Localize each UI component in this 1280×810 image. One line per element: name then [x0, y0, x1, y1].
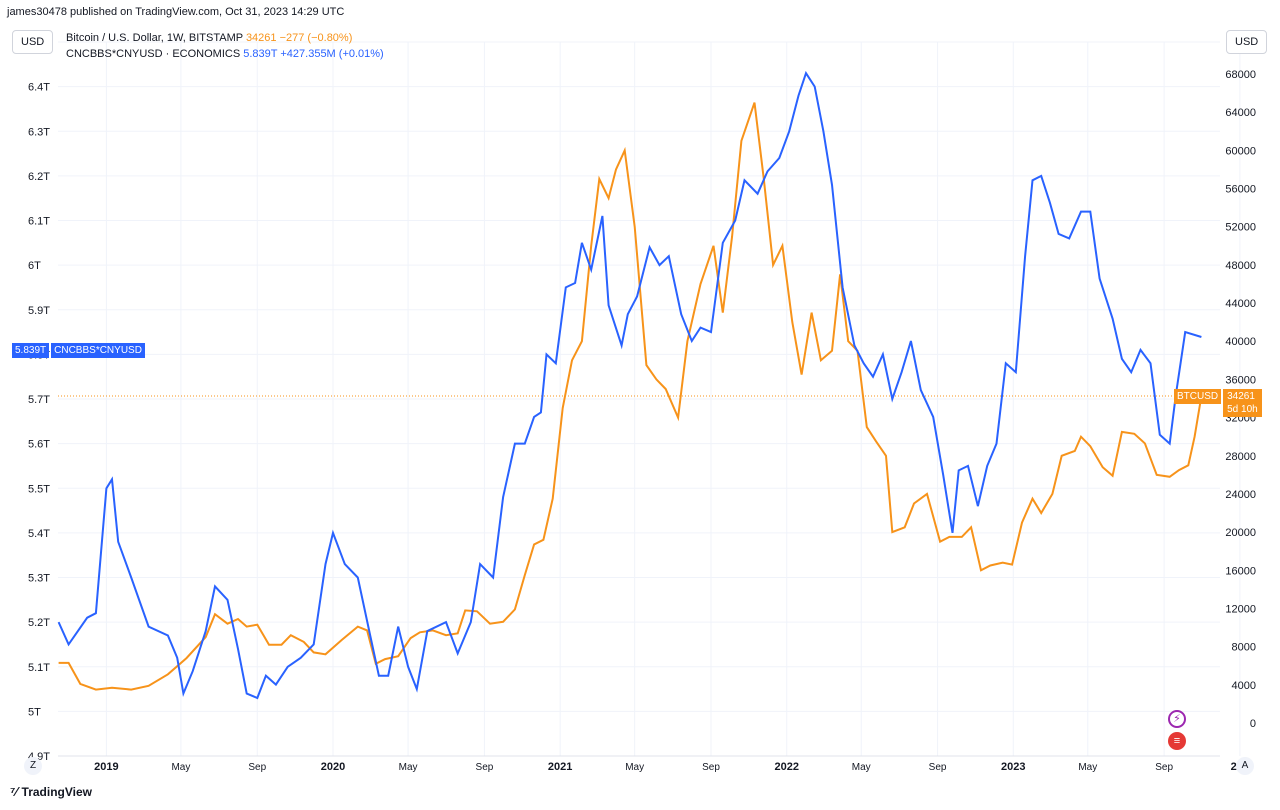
tradingview-logo-icon: ⁷⁄	[10, 784, 18, 799]
right-tick-label: 52000	[1225, 222, 1256, 234]
time-axis[interactable]: 2019 May Sep 2020 May Sep 2021 May Sep 2022 May Sep…	[58, 755, 1249, 773]
left-tick-label: 5.9T	[28, 305, 50, 317]
right-tick-label: 4000	[1232, 680, 1256, 692]
time-tick-label: Sep	[476, 762, 494, 773]
lightning-icon[interactable]: ⚡	[1168, 710, 1186, 728]
legend-btc-change: −277 (−0.80%)	[279, 32, 353, 44]
us-flag-icon[interactable]: ≡	[1168, 732, 1186, 750]
grid-lines	[58, 41, 1241, 757]
legend-cn-change: +427.355M (+0.01%)	[280, 48, 384, 60]
right-tick-label: 44000	[1225, 298, 1256, 310]
cncbbs-series-line[interactable]	[57, 70, 1202, 700]
left-tick-label: 6.3T	[28, 126, 50, 138]
right-tick-label: 8000	[1232, 642, 1256, 654]
cn-scale-label: 5.839T CNCBBS*CNYUSD	[12, 343, 145, 358]
time-tick-label: May	[171, 762, 190, 773]
cn-scale-name: CNCBBS*CNYUSD	[51, 343, 145, 358]
auto-scale-button[interactable]: A	[1236, 757, 1254, 775]
right-tick-label: 68000	[1225, 69, 1256, 81]
btc-scale-price: 34261	[1227, 391, 1255, 402]
chart-canvas[interactable]: 4.9T5T5.1T5.2T5.3T5.4T5.5T5.6T5.7T5.8T5.…	[0, 22, 1280, 810]
right-tick-label: 28000	[1225, 451, 1256, 463]
left-tick-label: 6T	[28, 260, 41, 272]
time-tick-label: Sep	[702, 762, 720, 773]
time-tick-label: 2020	[321, 761, 345, 773]
right-tick-label: 0	[1250, 718, 1256, 730]
right-currency-button[interactable]: USD	[1226, 30, 1268, 54]
publish-info: james30478 published on TradingView.com,…	[7, 6, 345, 18]
time-tick-label: May	[1078, 762, 1097, 773]
left-currency-button[interactable]: USD	[12, 30, 54, 54]
btc-scale-box: 34261 5d 10h	[1223, 389, 1262, 417]
legend-btc-title: Bitcoin / U.S. Dollar, 1W, BITSTAMP	[66, 32, 243, 44]
right-tick-label: 16000	[1225, 565, 1256, 577]
left-tick-label: 5T	[28, 706, 41, 718]
left-tick-label: 5.6T	[28, 439, 50, 451]
footer-brand[interactable]: ⁷⁄ TradingView	[10, 784, 92, 799]
right-tick-label: 64000	[1225, 107, 1256, 119]
btc-scale-label: BTCUSD 34261 5d 10h	[1174, 389, 1262, 417]
left-tick-label: 5.1T	[28, 662, 50, 674]
left-tick-label: 5.2T	[28, 617, 50, 629]
right-tick-label: 56000	[1225, 184, 1256, 196]
legend-btc-row[interactable]: Bitcoin / U.S. Dollar, 1W, BITSTAMP 3426…	[66, 30, 384, 46]
time-tick-label: Sep	[929, 762, 947, 773]
left-tick-label: 5.5T	[28, 483, 50, 495]
time-tick-label: 2022	[774, 761, 798, 773]
cn-scale-value: 5.839T	[12, 343, 50, 358]
btc-scale-countdown: 5d 10h	[1227, 404, 1258, 415]
btc-series-line[interactable]	[58, 102, 1203, 691]
left-tick-label: 6.4T	[28, 82, 50, 94]
time-tick-label: May	[399, 762, 418, 773]
time-tick-label: May	[852, 762, 871, 773]
legend-btc-price: 34261	[245, 32, 277, 44]
right-tick-label: 36000	[1225, 374, 1256, 386]
legend-cn-row[interactable]: CNCBBS*CNYUSD · ECONOMICS 5.839T +427.35…	[66, 46, 384, 62]
time-tick-label: Sep	[1155, 762, 1173, 773]
legend-cn-title: CNCBBS*CNYUSD · ECONOMICS	[66, 48, 241, 60]
time-tick-label: 2021	[548, 761, 572, 773]
left-tick-label: 5.7T	[28, 394, 50, 406]
left-tick-label: 6.2T	[28, 171, 50, 183]
time-tick-label: 2023	[1001, 761, 1025, 773]
time-tick-label: 2019	[94, 761, 118, 773]
right-tick-label: 24000	[1225, 489, 1256, 501]
legend: Bitcoin / U.S. Dollar, 1W, BITSTAMP 3426…	[66, 30, 384, 62]
btc-scale-name: BTCUSD	[1174, 389, 1222, 404]
left-tick-label: 6.1T	[28, 216, 50, 228]
time-tick-label: May	[625, 762, 644, 773]
right-tick-label: 40000	[1225, 336, 1256, 348]
chart-container[interactable]: 4.9T5T5.1T5.2T5.3T5.4T5.5T5.6T5.7T5.8T5.…	[0, 22, 1280, 810]
right-tick-label: 60000	[1225, 145, 1256, 157]
right-tick-label: 12000	[1225, 603, 1256, 615]
time-tick-label: Sep	[248, 762, 266, 773]
left-tick-label: 5.4T	[28, 528, 50, 540]
zoom-button[interactable]: Z	[24, 757, 42, 775]
legend-cn-value: 5.839T	[243, 48, 278, 60]
left-price-axis[interactable]: 4.9T5T5.1T5.2T5.3T5.4T5.5T5.6T5.7T5.8T5.…	[28, 37, 50, 763]
left-tick-label: 5.3T	[28, 573, 50, 585]
right-tick-label: 20000	[1225, 527, 1256, 539]
right-tick-label: 48000	[1225, 260, 1256, 272]
footer-brand-text: TradingView	[21, 784, 93, 799]
